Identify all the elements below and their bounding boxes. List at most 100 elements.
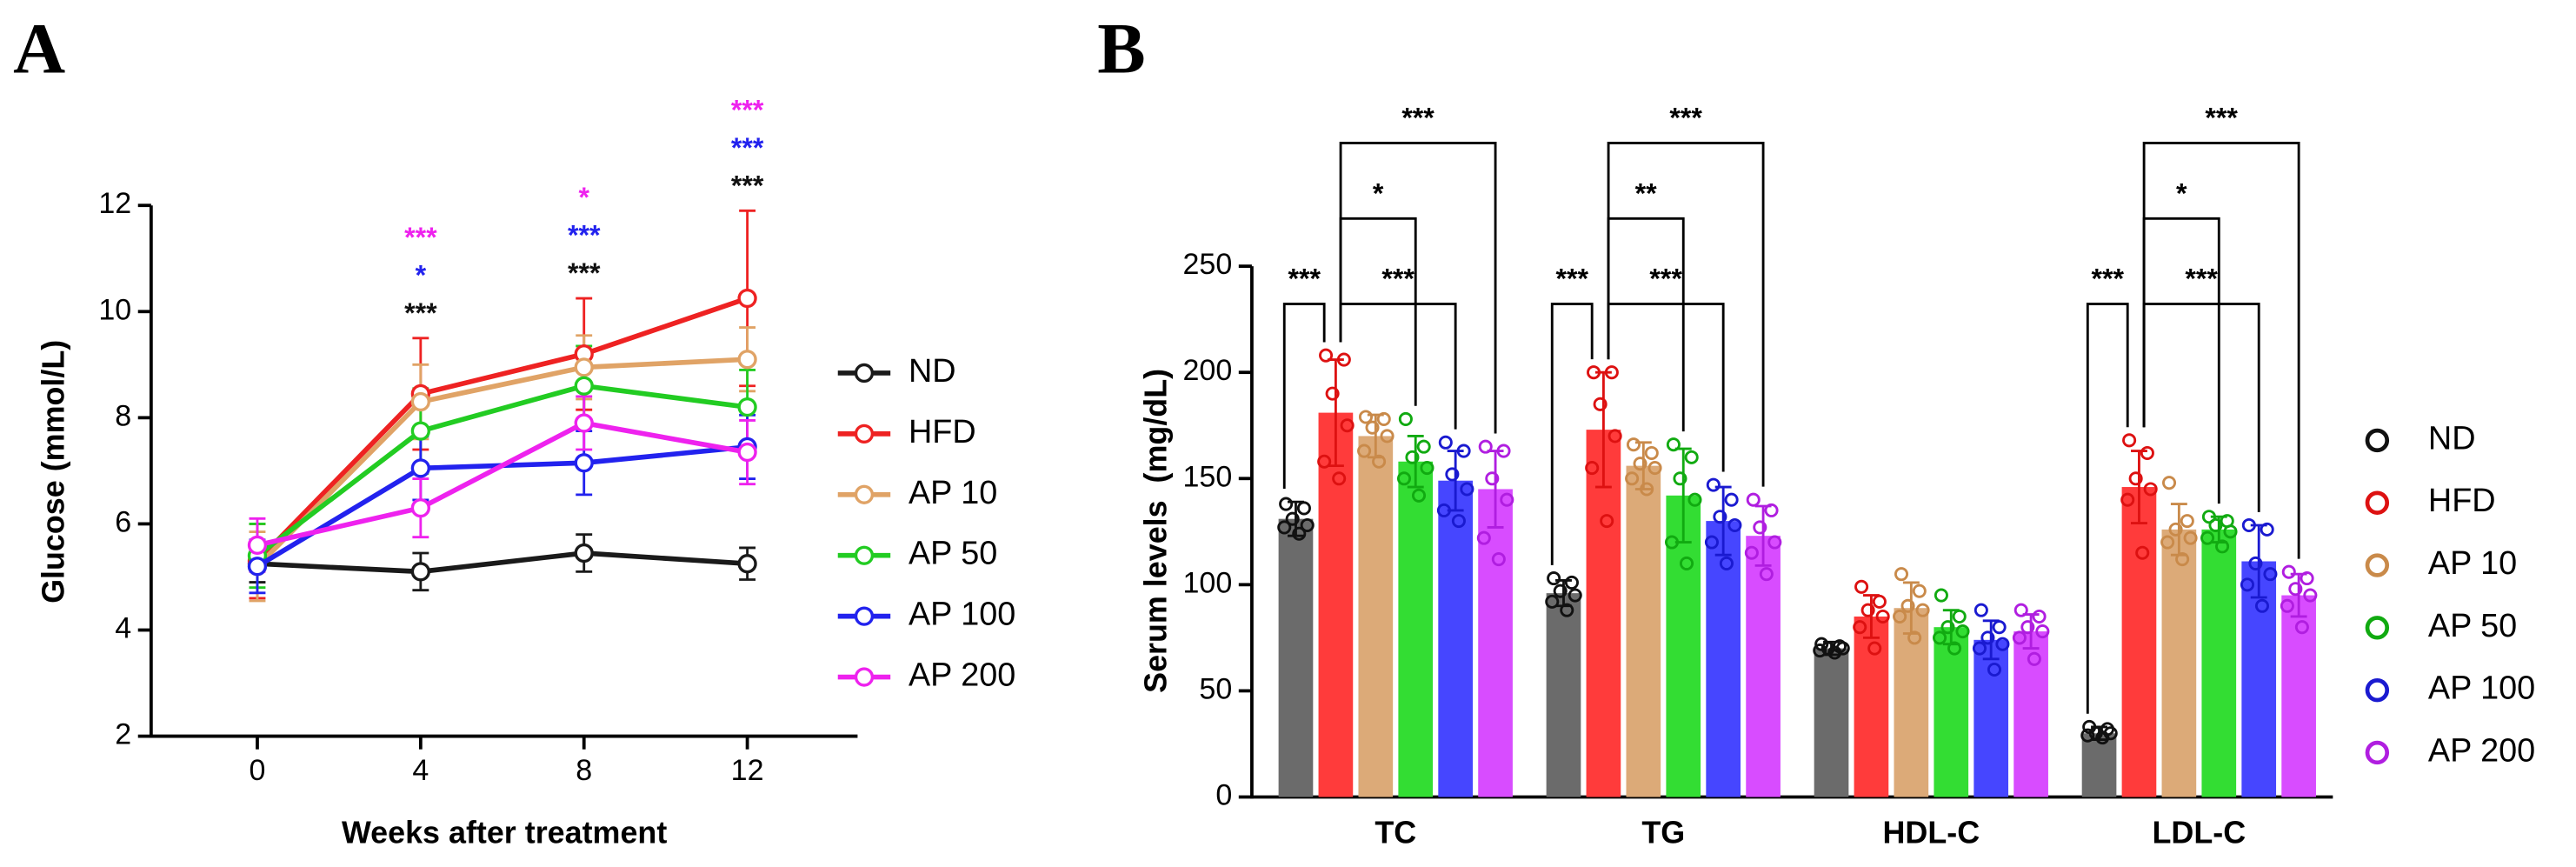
- y-axis-title: Serum levels (mg/dL): [1139, 369, 1174, 693]
- bar: [2281, 595, 2316, 797]
- bar: [2014, 631, 2048, 797]
- data-point: [1357, 444, 1372, 458]
- x-axis-title: Weeks after treatment: [342, 815, 667, 850]
- data-point: [1893, 609, 1907, 624]
- data-point: [2035, 624, 2050, 639]
- data-point: [2215, 539, 2230, 554]
- legend-marker: [854, 545, 875, 565]
- data-point: [2294, 620, 2309, 635]
- data-point: [1600, 514, 1614, 529]
- data-point: [2303, 588, 2318, 603]
- legend-label: HFD: [2428, 483, 2496, 519]
- data-point: [1560, 603, 1574, 617]
- data-point: [1934, 588, 1948, 603]
- bracket: [1339, 217, 1417, 406]
- marker: [247, 535, 268, 555]
- data-point: [2208, 517, 2223, 533]
- data-point: [1933, 630, 1947, 645]
- legend-label: AP 100: [2428, 670, 2535, 707]
- data-point: [1485, 471, 1500, 486]
- y-tick-label: 10: [98, 293, 131, 326]
- bar: [1626, 465, 1661, 797]
- bar: [1706, 521, 1741, 797]
- significance: ***: [1401, 102, 1434, 133]
- data-point: [1860, 603, 1875, 617]
- data-point: [1867, 641, 1882, 656]
- legend-label: AP 10: [909, 475, 997, 511]
- data-point: [1644, 445, 1659, 461]
- significance: ***: [1555, 263, 1588, 295]
- data-point: [1325, 386, 1340, 401]
- bar: [2121, 487, 2157, 797]
- data-point: [1496, 444, 1511, 458]
- significance: ***: [2205, 102, 2238, 133]
- data-point: [1724, 492, 1739, 507]
- marker: [737, 350, 757, 370]
- legend-label: ND: [909, 353, 956, 390]
- data-point: [1277, 520, 1292, 535]
- data-point: [1992, 620, 2007, 635]
- data-point: [2281, 564, 2296, 579]
- bracket: [2142, 141, 2300, 559]
- legend-marker: [2365, 677, 2390, 703]
- significance: *: [578, 182, 589, 213]
- data-point: [1568, 588, 1582, 603]
- significance: ***: [731, 94, 764, 125]
- data-point: [1438, 435, 1453, 450]
- data-point: [1319, 348, 1334, 363]
- data-point: [1625, 471, 1640, 486]
- data-point: [2160, 535, 2175, 550]
- panel-label: B: [1097, 8, 1145, 88]
- marker: [410, 391, 430, 412]
- data-point: [1759, 567, 1774, 582]
- bar: [1746, 536, 1781, 797]
- data-point: [2012, 630, 2027, 645]
- data-point: [1872, 594, 1887, 609]
- data-point: [1445, 467, 1460, 482]
- data-point: [1553, 584, 1568, 598]
- data-point: [1633, 457, 1647, 471]
- data-point: [1545, 594, 1560, 609]
- line: [255, 296, 749, 564]
- data-point: [2095, 730, 2110, 745]
- significance: ***: [1381, 263, 1414, 295]
- data-point: [1372, 454, 1387, 469]
- marker: [737, 554, 757, 574]
- significance: ***: [1649, 263, 1682, 295]
- data-point: [1727, 517, 1742, 533]
- y-tick-label: 2: [115, 718, 131, 751]
- data-point: [1451, 514, 1466, 529]
- data-point: [1719, 556, 1734, 570]
- data-point: [1396, 471, 1412, 486]
- data-point: [2288, 582, 2303, 597]
- significance: ***: [731, 132, 764, 163]
- data-point: [2201, 510, 2216, 524]
- data-point: [2014, 603, 2028, 617]
- legend-marker: [854, 606, 875, 626]
- marker: [247, 557, 268, 577]
- significance: ***: [2185, 263, 2218, 295]
- data-point: [1907, 630, 1922, 645]
- data-point: [1626, 437, 1641, 452]
- data-point: [1358, 410, 1374, 424]
- bar: [1398, 461, 1434, 797]
- legend-label: ND: [2428, 420, 2476, 457]
- data-point: [2080, 728, 2095, 743]
- data-point: [2183, 530, 2198, 545]
- y-tick-label: 50: [1199, 672, 1232, 705]
- data-point: [1500, 492, 1514, 507]
- bracket: [1607, 141, 1765, 487]
- data-point: [2140, 445, 2154, 461]
- x-tick-label: 8: [576, 754, 592, 787]
- data-point: [2180, 514, 2194, 529]
- significance: *: [416, 259, 427, 290]
- data-point: [1900, 598, 1915, 613]
- bar: [1814, 648, 1849, 797]
- significance: ***: [731, 170, 764, 201]
- data-point: [1767, 535, 1782, 550]
- significance: *: [1373, 177, 1384, 209]
- significance: **: [1635, 177, 1657, 209]
- data-point: [1995, 637, 2010, 651]
- data-point: [2263, 567, 2278, 582]
